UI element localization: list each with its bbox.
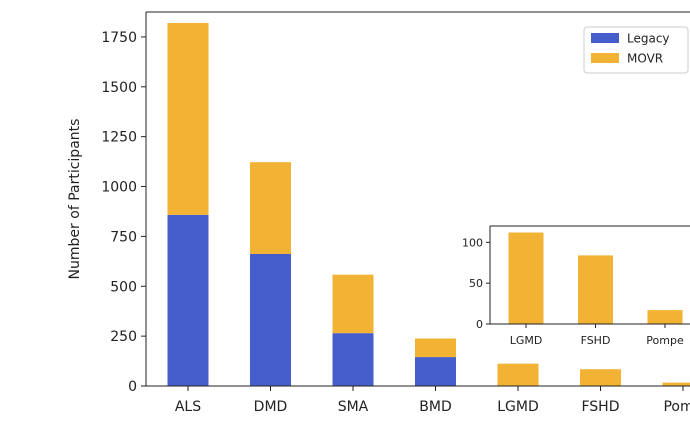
bar-als-movr [167,22,209,215]
y-tick-label-1250: 1250 [101,130,137,146]
legend-swatch-movr [591,53,619,63]
bar-sma-legacy [332,333,374,386]
x-tick-label-bmd: BMD [419,399,451,415]
inset-bar-fshd [578,255,613,324]
inset-y-tick-label-100: 100 [462,236,483,249]
inset-axes: 0 50 100 LGMD FSHD Pompe [462,225,690,347]
inset-x-tick-label-pompe: Pompe [646,334,684,347]
x-tick-label-pomp: Pomp [663,399,690,415]
y-tick-label-1750: 1750 [101,30,137,46]
bar-dmd-legacy [250,253,291,386]
y-axis-label: Number of Participants [67,119,83,280]
inset-x-tick-label-lgmd: LGMD [510,334,543,347]
x-tick-label-lgmd: LGMD [497,399,539,415]
legend-swatch-legacy [591,33,619,43]
inset-x-tick-label-fshd: FSHD [581,334,611,347]
y-tick-label-250: 250 [110,329,137,345]
legend-label-movr: MOVR [627,52,663,66]
bar-dmd-movr [250,162,291,254]
inset-bar-lgmd [508,232,544,324]
y-tick-label-0: 0 [128,379,137,395]
x-tick-label-als: ALS [175,399,201,415]
inset-y-tick-label-0: 0 [476,318,483,331]
legend: Legacy MOVR [583,26,689,74]
y-tick-label-1500: 1500 [101,80,137,96]
y-tick-label-500: 500 [110,279,137,295]
inset-bar-pompe [647,310,683,324]
bar-pomp-movr [662,382,690,386]
x-tick-label-fshd: FSHD [581,399,619,415]
bar-lgmd-movr [497,363,539,386]
y-tick-label-750: 750 [110,229,137,245]
bar-bmd-legacy [415,357,456,386]
y-tick-label-1000: 1000 [101,180,137,196]
bar-fshd-movr [580,369,621,386]
x-tick-label-dmd: DMD [254,399,288,415]
bar-sma-movr [332,274,374,334]
inset-bars [508,232,683,324]
bar-bmd-movr [415,338,456,358]
x-tick-label-sma: SMA [338,399,369,415]
inset-chart: 0 50 100 LGMD FSHD Pompe [462,225,690,347]
legend-label-legacy: Legacy [627,32,670,46]
main-bars [167,22,690,386]
inset-y-tick-label-50: 50 [469,277,483,290]
bar-als-legacy [167,214,209,386]
